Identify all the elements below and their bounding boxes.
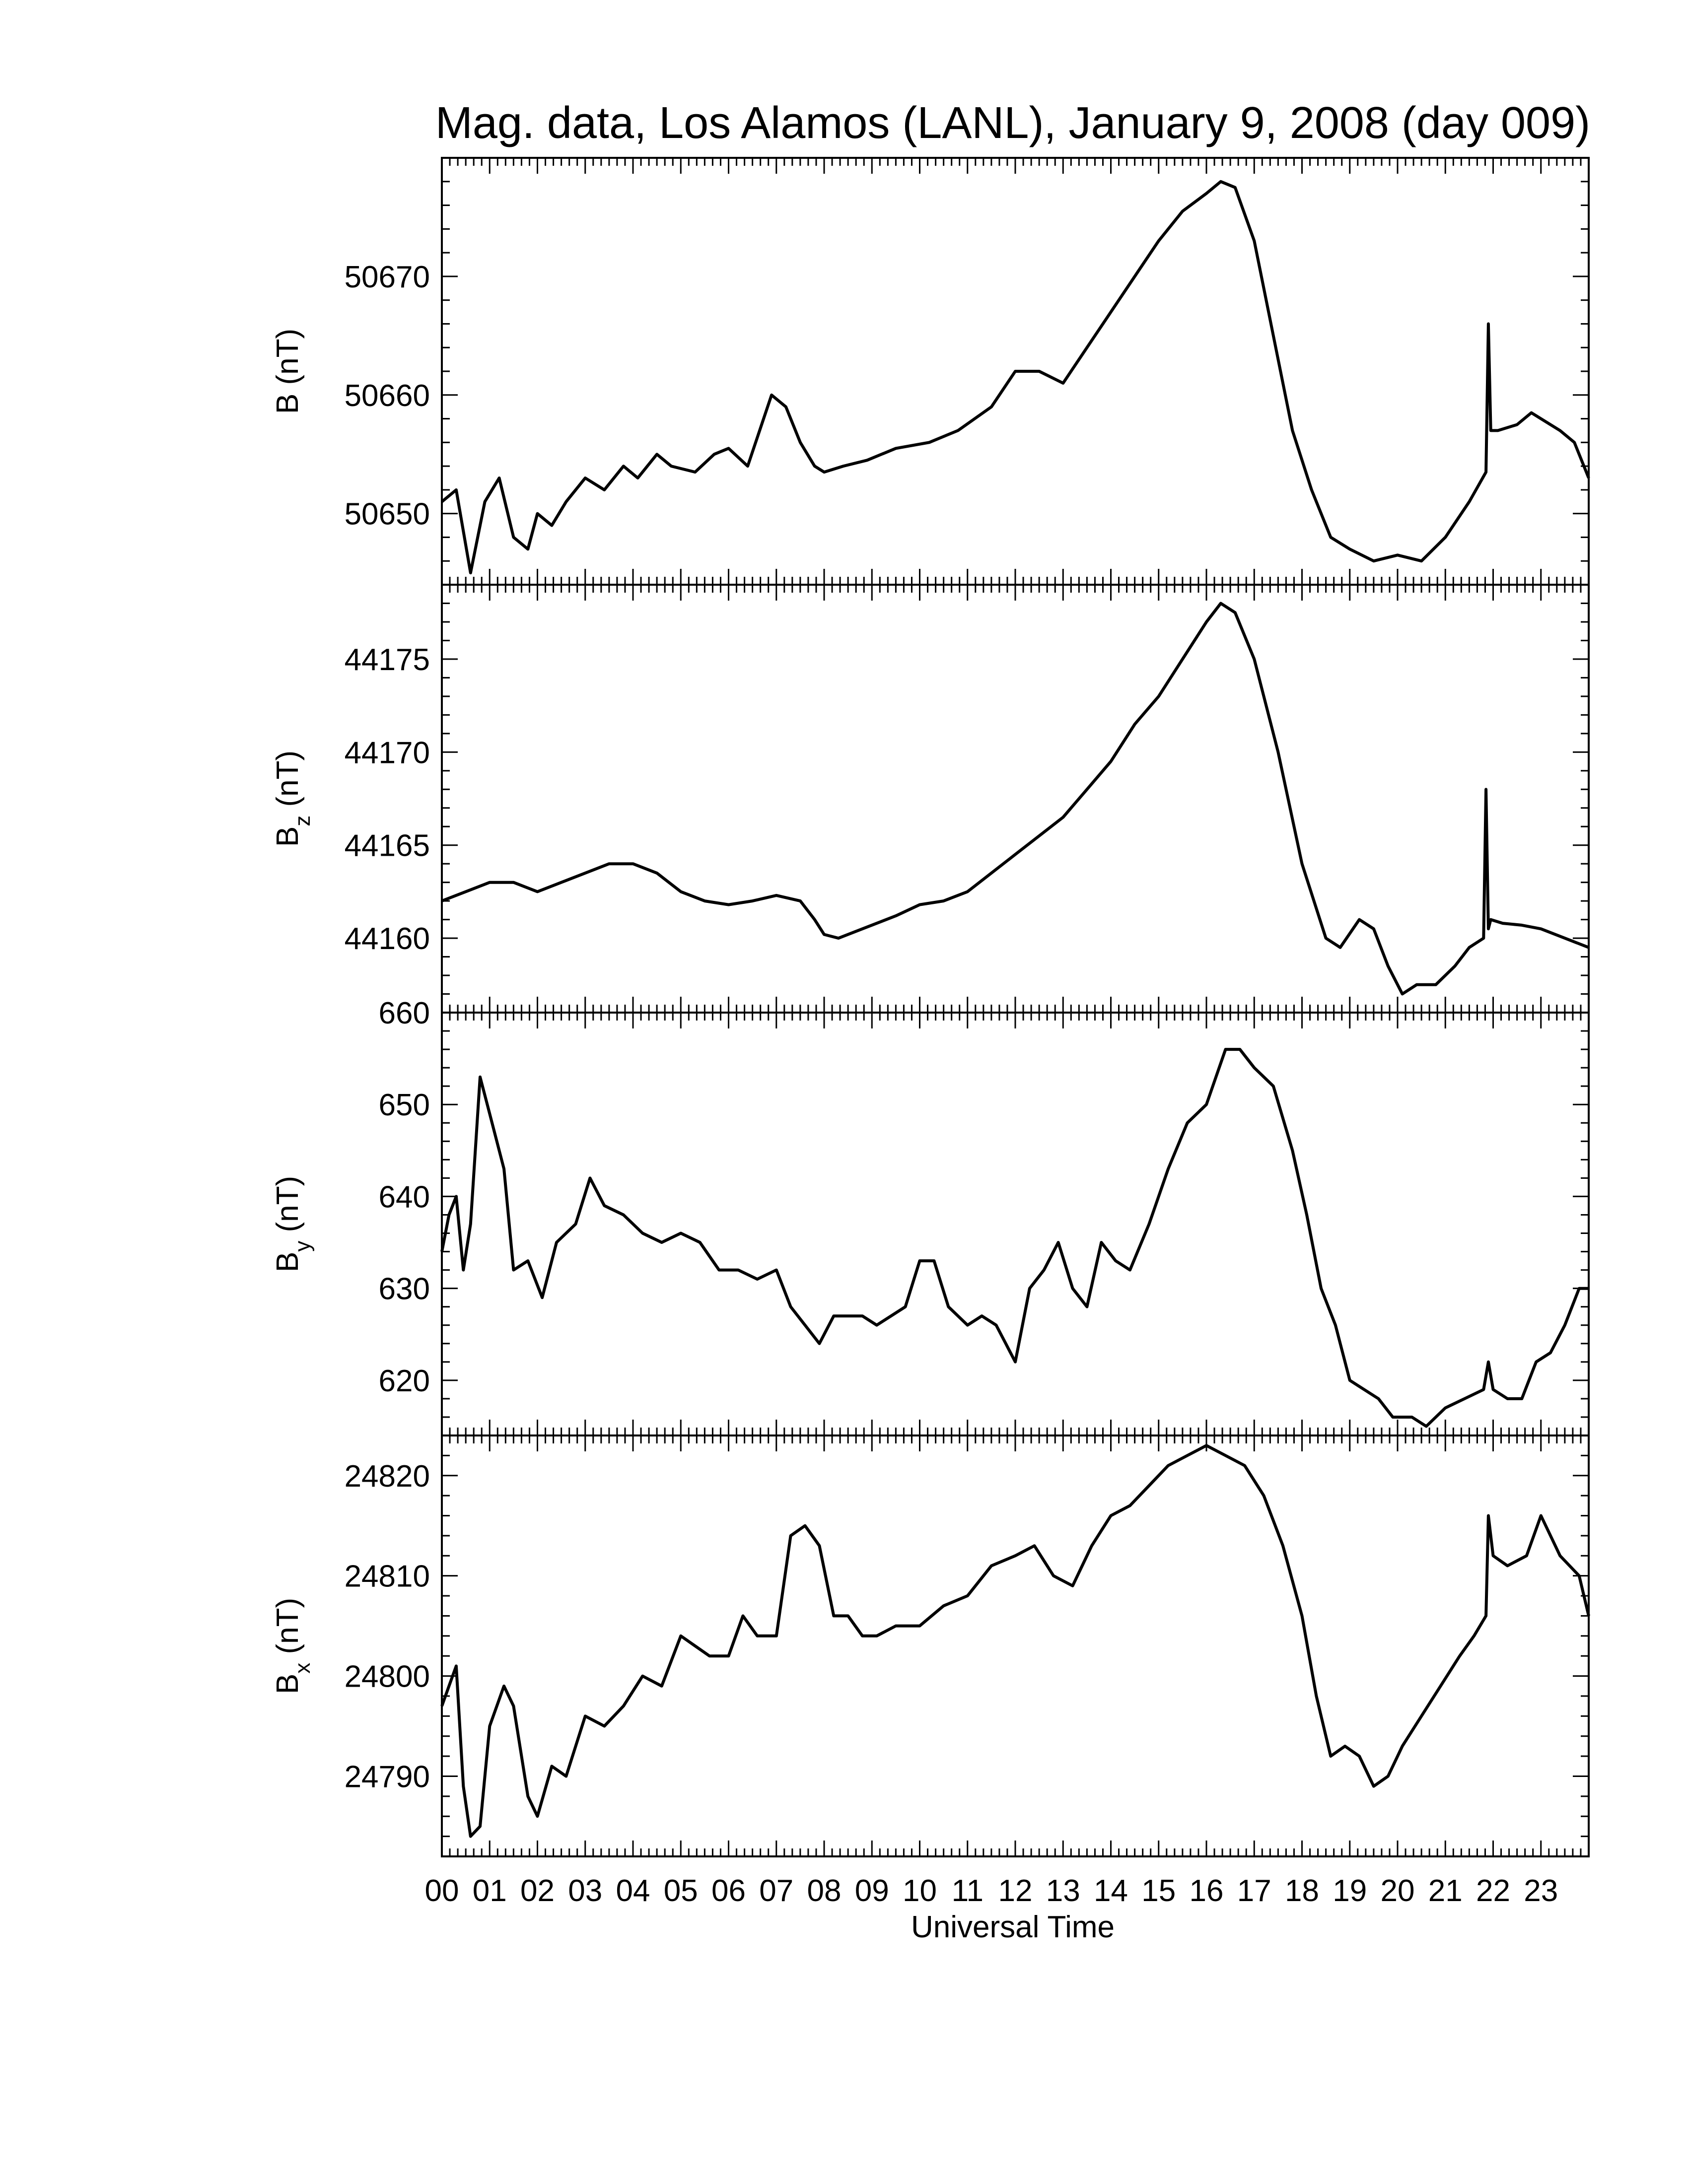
x-ticks-b [441,158,1590,585]
x-tick-label: 05 [664,1874,698,1908]
y-ticks-bx [442,1434,1589,1857]
y-tick-label: 44165 [345,829,430,863]
x-tick-label: 09 [855,1874,889,1908]
y-axis-label-bx: Bx (nT) [271,1598,315,1694]
x-tick-label: 13 [1046,1874,1080,1908]
x-tick-label: 04 [616,1874,650,1908]
panels: 50650 50660 50670 B (nT) 44160 44165 44170 4417… [271,157,1590,1857]
y-axis-label-unit: (nT) [271,329,305,394]
y-tick-label: 50660 [345,379,430,413]
x-tick-label: 14 [1094,1874,1128,1908]
y-tick-label: 640 [379,1180,430,1214]
chart-title: Mag. data, Los Alamos (LANL), January 9,… [435,98,1590,148]
y-tick-label: 650 [379,1088,430,1122]
x-tick-label: 21 [1428,1874,1463,1908]
series-line-bz [441,602,1590,996]
y-tick-label: 24810 [345,1560,430,1594]
x-tick-label: 10 [903,1874,937,1908]
x-tick-label: 12 [998,1874,1033,1908]
y-axis-label-subscript: y [290,1241,315,1252]
x-tick-label: 07 [759,1874,793,1908]
y-ticks-bz [442,584,1589,1014]
x-ticks-bz [441,585,1590,1013]
y-tick-label: 24820 [345,1459,430,1494]
series-line-bx [440,1444,1590,1838]
x-tick-label: 20 [1381,1874,1415,1908]
y-axis-label-bz: Bz (nT) [271,751,315,847]
y-axis-label-subscript: x [290,1663,315,1674]
x-tick-label: 01 [473,1874,507,1908]
y-axis-label-by: By (nT) [271,1176,315,1272]
panel-bz: 44160 44165 44170 44175 Bz (nT) [271,584,1590,1014]
x-tick-label: 19 [1333,1874,1367,1908]
y-tick-label: 50650 [345,497,430,532]
y-axis-label-main: B [271,1674,305,1694]
y-tick-label: 660 [379,996,430,1030]
y-tick-label: 620 [379,1364,430,1398]
y-axis-label-unit: (nT) [271,1176,305,1241]
y-axis-label-main: B [271,826,305,847]
y-tick-label: 44160 [345,922,430,956]
y-tick-label: 630 [379,1272,430,1306]
y-tick-label: 44175 [345,643,430,677]
series-line-by [440,1048,1589,1428]
x-tick-label: 15 [1141,1874,1176,1908]
x-ticks-by [441,1013,1590,1435]
y-tick-label: 44170 [345,736,430,770]
x-tick-label: 06 [711,1874,746,1908]
x-tick-label: 23 [1524,1874,1558,1908]
panel-b: 50650 50660 50670 B (nT) [271,157,1590,586]
x-tick-label: 18 [1285,1874,1319,1908]
x-tick-label: 17 [1237,1874,1271,1908]
x-tick-label: 03 [568,1874,602,1908]
series-line-b [441,180,1590,575]
x-ticks-bx [441,1435,1590,1856]
y-axis-label-main: B [271,394,305,414]
x-tick-label: 02 [520,1874,555,1908]
y-tick-label: 24790 [345,1760,430,1794]
y-ticks-by [442,1012,1589,1436]
y-tick-label: 50670 [345,260,430,294]
x-tick-labels: 00 01 02 03 04 05 06 07 08 09 10 11 12 13 14 15 16 17 18 19… [425,1874,1558,1908]
x-axis-label: Universal Time [911,1910,1115,1944]
x-tick-label: 08 [807,1874,842,1908]
x-tick-label: 16 [1190,1874,1224,1908]
x-tick-label: 00 [425,1874,459,1908]
panel-bx: 24790 24800 24810 24820 Bx (nT) [271,1434,1590,1857]
y-axis-label-main: B [271,1252,305,1272]
x-tick-label: 22 [1476,1874,1510,1908]
y-axis-label-unit: (nT) [271,751,305,816]
x-tick-label: 11 [952,1874,984,1908]
y-axis-label-b: B (nT) [271,329,305,414]
y-axis-label-unit: (nT) [271,1598,305,1663]
y-tick-label: 24800 [345,1660,430,1694]
y-axis-label-subscript: z [290,816,315,826]
